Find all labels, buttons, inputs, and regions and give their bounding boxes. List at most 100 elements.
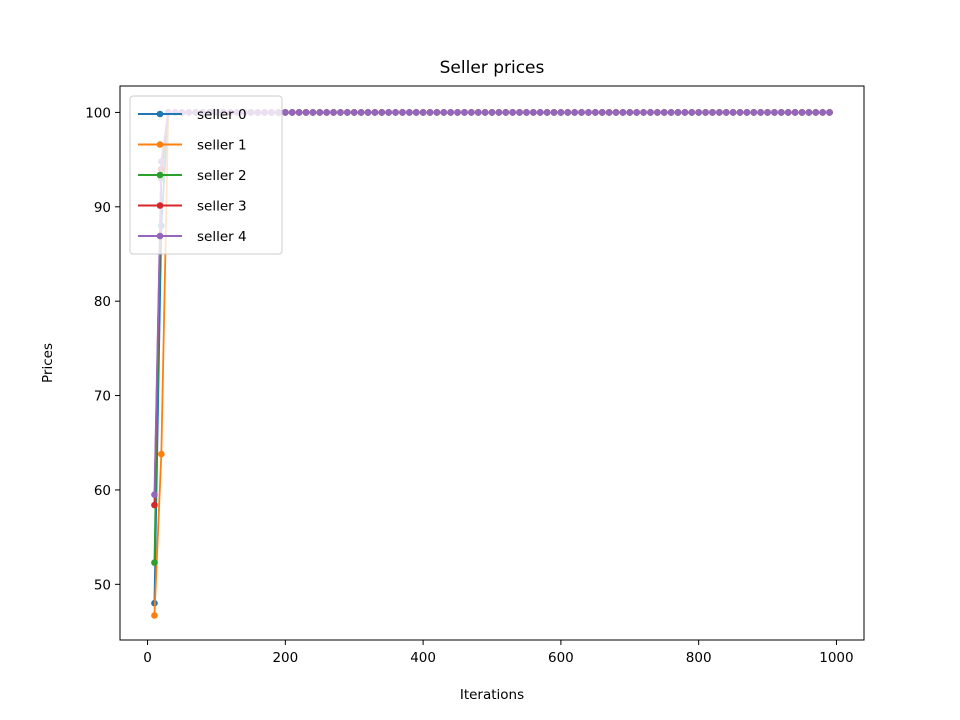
data-point [151,501,158,509]
data-point [406,109,413,116]
data-point [399,109,406,116]
data-point [426,109,434,116]
data-point [750,109,758,116]
x-tick-label: 400 [410,650,436,666]
data-point [378,109,386,116]
data-point [784,109,792,116]
data-point [461,109,468,116]
data-point [791,109,799,116]
data-point [474,109,482,116]
data-point [440,109,448,116]
data-point [736,109,744,116]
x-axis-label: Iterations [460,687,524,703]
data-point [151,491,158,498]
legend-marker [156,110,164,118]
data-point [654,109,661,116]
data-point [344,109,351,116]
data-point [674,109,682,116]
data-point [598,109,606,116]
y-tick-label: 60 [94,483,111,499]
series-4 [151,109,833,498]
data-point [619,109,627,116]
data-point [571,109,578,116]
data-point [695,109,702,116]
y-tick-label: 70 [94,389,111,405]
data-point [371,109,379,116]
data-point [798,109,806,116]
data-point [447,109,454,116]
data-point [419,109,427,116]
data-point [550,109,558,116]
data-point [330,109,337,116]
data-point [688,109,696,116]
data-point [660,109,668,116]
data-point [412,109,420,116]
x-tick-label: 200 [272,650,298,666]
data-point [288,109,296,116]
data-point [454,109,461,116]
data-point [495,109,503,116]
data-point [509,109,516,116]
legend-label: seller 2 [197,168,247,184]
x-tick-label: 600 [548,650,574,666]
x-axis: 0 200 400 600 800 1000 [143,640,854,666]
x-tick-label: 800 [686,650,712,666]
y-axis: 50 60 70 80 90 100 [85,105,120,593]
data-point [309,109,317,116]
data-point [605,109,613,116]
legend-marker [156,171,164,179]
data-point [729,109,737,116]
data-point [612,109,620,116]
data-point [805,109,813,116]
data-point [681,109,689,116]
data-point [764,109,771,116]
data-point [778,109,785,116]
legend-marker [156,202,164,209]
x-tick-label: 1000 [819,650,853,666]
data-point [302,109,310,116]
x-tick-label: 0 [143,650,152,666]
data-point [385,109,392,116]
y-tick-label: 80 [94,294,111,310]
legend-label: seller 0 [197,107,247,123]
legend-marker [156,232,164,240]
data-point [812,109,820,116]
data-point [523,109,530,116]
data-point [716,109,723,116]
legend-box [129,95,283,255]
y-tick-label: 50 [94,577,111,593]
data-point [151,559,158,566]
data-point [702,109,709,116]
data-point [316,109,324,116]
data-point [626,109,634,116]
data-point [564,109,572,116]
data-point [536,109,544,116]
data-point [819,109,826,116]
legend-item: seller 3 [138,199,247,215]
data-point [633,109,640,116]
data-point [357,109,365,116]
data-point [295,109,303,116]
data-point [337,109,344,116]
data-point [530,109,537,116]
legend-label: seller 3 [197,199,247,215]
legend-item: seller 2 [138,168,247,184]
legend-item: seller 0 [138,107,247,123]
data-point [771,109,778,116]
data-point [364,109,372,116]
y-tick-label: 90 [94,200,111,216]
legend: seller 0 seller 1 seller 2 seller 3 seller 4 [129,95,283,255]
data-point [640,109,647,116]
data-point [158,450,165,458]
data-point [543,109,551,116]
data-point [488,109,496,116]
data-point [481,109,489,116]
data-point [826,109,833,116]
data-point [667,109,675,116]
plot-frame [119,85,865,641]
chart-title: Seller prices [440,58,545,78]
data-point [468,109,475,116]
y-axis-label: Prices [40,343,56,383]
legend-marker [156,141,164,148]
